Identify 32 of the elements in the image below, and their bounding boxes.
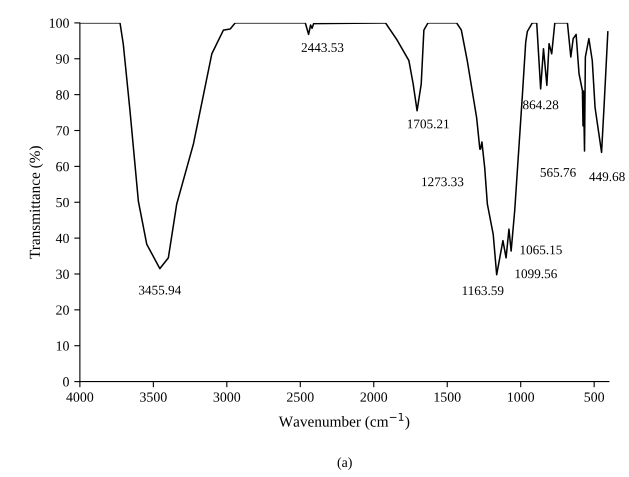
- annotation: 1273.33: [422, 177, 464, 186]
- y-tick-label: 0: [63, 377, 69, 387]
- x-tick-label: 4000: [66, 392, 94, 402]
- x-tick-label: 500: [584, 392, 604, 402]
- y-tick-label: 60: [56, 162, 69, 172]
- x-tick-label: 2500: [287, 392, 314, 402]
- x-tick-label: 3000: [214, 392, 240, 402]
- y-tick-label: 50: [56, 198, 69, 208]
- annotation: 1065.15: [520, 245, 562, 254]
- annotation: 1705.21: [408, 119, 449, 128]
- annotation: 1099.56: [516, 269, 557, 278]
- x-tick-label: 3500: [140, 392, 167, 402]
- x-tick-label: 1500: [434, 392, 461, 402]
- annotation: 3455.94: [139, 286, 182, 295]
- y-tick-label: 90: [56, 54, 69, 64]
- y-tick-label: 30: [56, 270, 69, 279]
- x-axis-title: Wavenumber (cm$^{−1}$): [278, 412, 410, 430]
- y-tick-label: 10: [56, 341, 69, 351]
- y-axis-title: Transmittance (%): [29, 146, 44, 259]
- y-tick-label: 80: [56, 90, 69, 100]
- annotation: 449.68: [589, 172, 625, 182]
- annotation: 864.28: [523, 100, 558, 110]
- y-tick-label: 70: [56, 126, 69, 136]
- text: (a): [338, 457, 352, 470]
- x-tick-label: 1000: [508, 392, 534, 402]
- annotation: 1163.59: [462, 286, 504, 296]
- x-tick-label: 2000: [360, 392, 388, 402]
- y-tick-label: 20: [56, 305, 69, 315]
- annotation: 2443.53: [302, 43, 344, 52]
- annotation: 565.76: [540, 168, 576, 177]
- y-tick-label: 40: [56, 234, 69, 244]
- y-tick-label: 100: [50, 18, 69, 28]
